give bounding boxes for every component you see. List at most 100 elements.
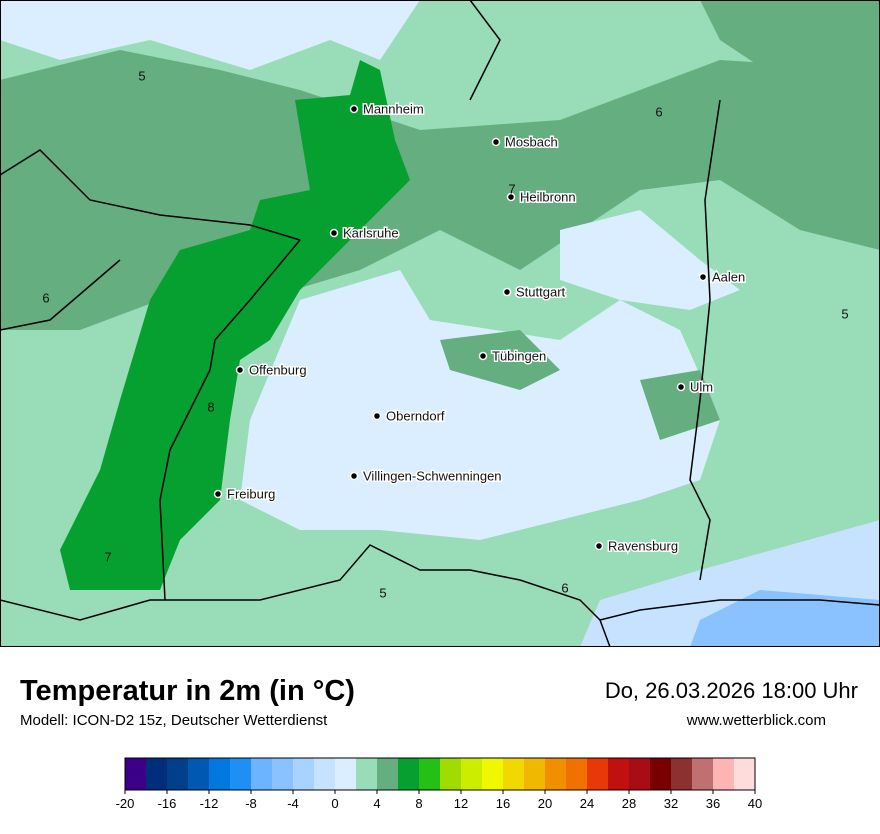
- contour-label: 7: [104, 549, 111, 564]
- city-label: Heilbronn: [520, 189, 576, 204]
- cold-area: [560, 210, 740, 310]
- colorbar-cell: [419, 758, 441, 790]
- contour-label: 5: [841, 306, 848, 321]
- city-dot: [506, 192, 516, 202]
- contour-label: 7: [508, 181, 515, 196]
- colorbar-cell: [734, 758, 756, 790]
- contour-label: 5: [379, 585, 386, 600]
- colorbar-cell: [209, 758, 231, 790]
- city-dot: [349, 104, 359, 114]
- city-label: Karlsruhe: [343, 225, 399, 240]
- colorbar-frame: [124, 757, 756, 791]
- colorbar: -20 -16 -12 -8 -4 0 4 8 12 16 20 24 28 32 36 40: [116, 757, 762, 811]
- colorbar-tick-label: 12: [454, 796, 468, 811]
- colorbar-cell: [146, 758, 168, 790]
- colorbar-cell: [629, 758, 651, 790]
- contour-label: 5: [138, 68, 145, 83]
- colorbar-cell: [524, 758, 546, 790]
- colorbar-cell: [167, 758, 189, 790]
- colorbar-cell: [293, 758, 315, 790]
- colorbar-tick-label: 8: [415, 796, 422, 811]
- contour-label: 6: [655, 104, 662, 119]
- colorbar-cell: [251, 758, 273, 790]
- city-dot: [349, 471, 359, 481]
- colorbar-tick-label: 28: [622, 796, 636, 811]
- colorbar-cell: [482, 758, 504, 790]
- colorbar-tick-label: 4: [373, 796, 380, 811]
- colorbar-tick-label: -16: [158, 796, 177, 811]
- colorbar-cell: [692, 758, 714, 790]
- city-dot: [502, 287, 512, 297]
- colorbar-cell: [398, 758, 420, 790]
- city-label: Oberndorf: [386, 408, 445, 423]
- city-dot: [213, 489, 223, 499]
- mild-area: [440, 330, 720, 440]
- colorbar-cell: [503, 758, 525, 790]
- colorbar-tick-label: 16: [496, 796, 510, 811]
- colorbar-cell: [545, 758, 567, 790]
- colorbar-cell: [566, 758, 588, 790]
- datetime: Do, 26.03.2026 18:00 Uhr: [605, 678, 858, 703]
- city-dot: [478, 351, 488, 361]
- city-label: Tübingen: [492, 348, 546, 363]
- city-label: Villingen-Schwenningen: [363, 468, 502, 483]
- colorbar-cell: [671, 758, 693, 790]
- city-dot: [594, 541, 604, 551]
- colorbar-tick-label: -20: [116, 796, 135, 811]
- colorbar-cell: [608, 758, 630, 790]
- colorbar-cell: [188, 758, 210, 790]
- colorbar-tick-label: 36: [706, 796, 720, 811]
- colorbar-tick-label: -8: [245, 796, 257, 811]
- city-dot: [329, 228, 339, 238]
- colorbar-cell: [272, 758, 294, 790]
- cold-area: [240, 270, 720, 540]
- contour-label: 8: [207, 399, 214, 414]
- colorbar-cell: [440, 758, 462, 790]
- border-lines: [0, 0, 880, 648]
- colorbar-tick-label: 24: [580, 796, 594, 811]
- contour-label: 6: [42, 290, 49, 305]
- cities: Mannheim Mosbach Heilbronn Karlsruhe Aalen St…: [213, 100, 747, 555]
- title: Temperatur in 2m (in °C): [20, 675, 355, 707]
- map: [0, 0, 880, 648]
- colorbar-cell: [461, 758, 483, 790]
- warm-area: [60, 60, 410, 590]
- city-label: Offenburg: [249, 362, 307, 377]
- website: www.wetterblick.com: [686, 712, 826, 729]
- colorbar-cell: [650, 758, 672, 790]
- subtitle: Modell: ICON-D2 15z, Deutscher Wetterdie…: [20, 712, 328, 729]
- colorbar-tick-label: 40: [748, 796, 762, 811]
- city-dot: [698, 272, 708, 282]
- contour-labels: 5 6 7 6 5 8 7 5 6: [42, 68, 848, 600]
- city-label: Ulm: [690, 379, 713, 394]
- city-dot: [235, 365, 245, 375]
- colorbar-cell: [356, 758, 378, 790]
- colorbar-tick-label: -12: [200, 796, 219, 811]
- city-label: Stuttgart: [516, 284, 566, 299]
- colorbar-cell: [230, 758, 252, 790]
- city-dot: [676, 382, 686, 392]
- colorbar-cell: [335, 758, 357, 790]
- city-label: Ravensburg: [608, 538, 678, 553]
- colorbar-tick-label: -4: [287, 796, 299, 811]
- city-label: Aalen: [712, 269, 745, 284]
- colorbar-cell: [713, 758, 735, 790]
- contour-label: 6: [561, 580, 568, 595]
- mild-area: [700, 0, 880, 160]
- very-cold-area: [690, 590, 880, 647]
- city-dot: [372, 411, 382, 421]
- cold-area: [0, 0, 420, 70]
- colorbar-tick-label: 20: [538, 796, 552, 811]
- city-dot: [491, 137, 501, 147]
- colorbar-tick-label: 0: [331, 796, 338, 811]
- colorbar-cell: [377, 758, 399, 790]
- colorbar-tick-label: 32: [664, 796, 678, 811]
- colorbar-cell: [314, 758, 336, 790]
- colorbar-cell: [125, 758, 147, 790]
- city-label: Mannheim: [363, 101, 424, 116]
- colorbar-cell: [587, 758, 609, 790]
- city-label: Freiburg: [227, 486, 275, 501]
- city-label: Mosbach: [505, 134, 558, 149]
